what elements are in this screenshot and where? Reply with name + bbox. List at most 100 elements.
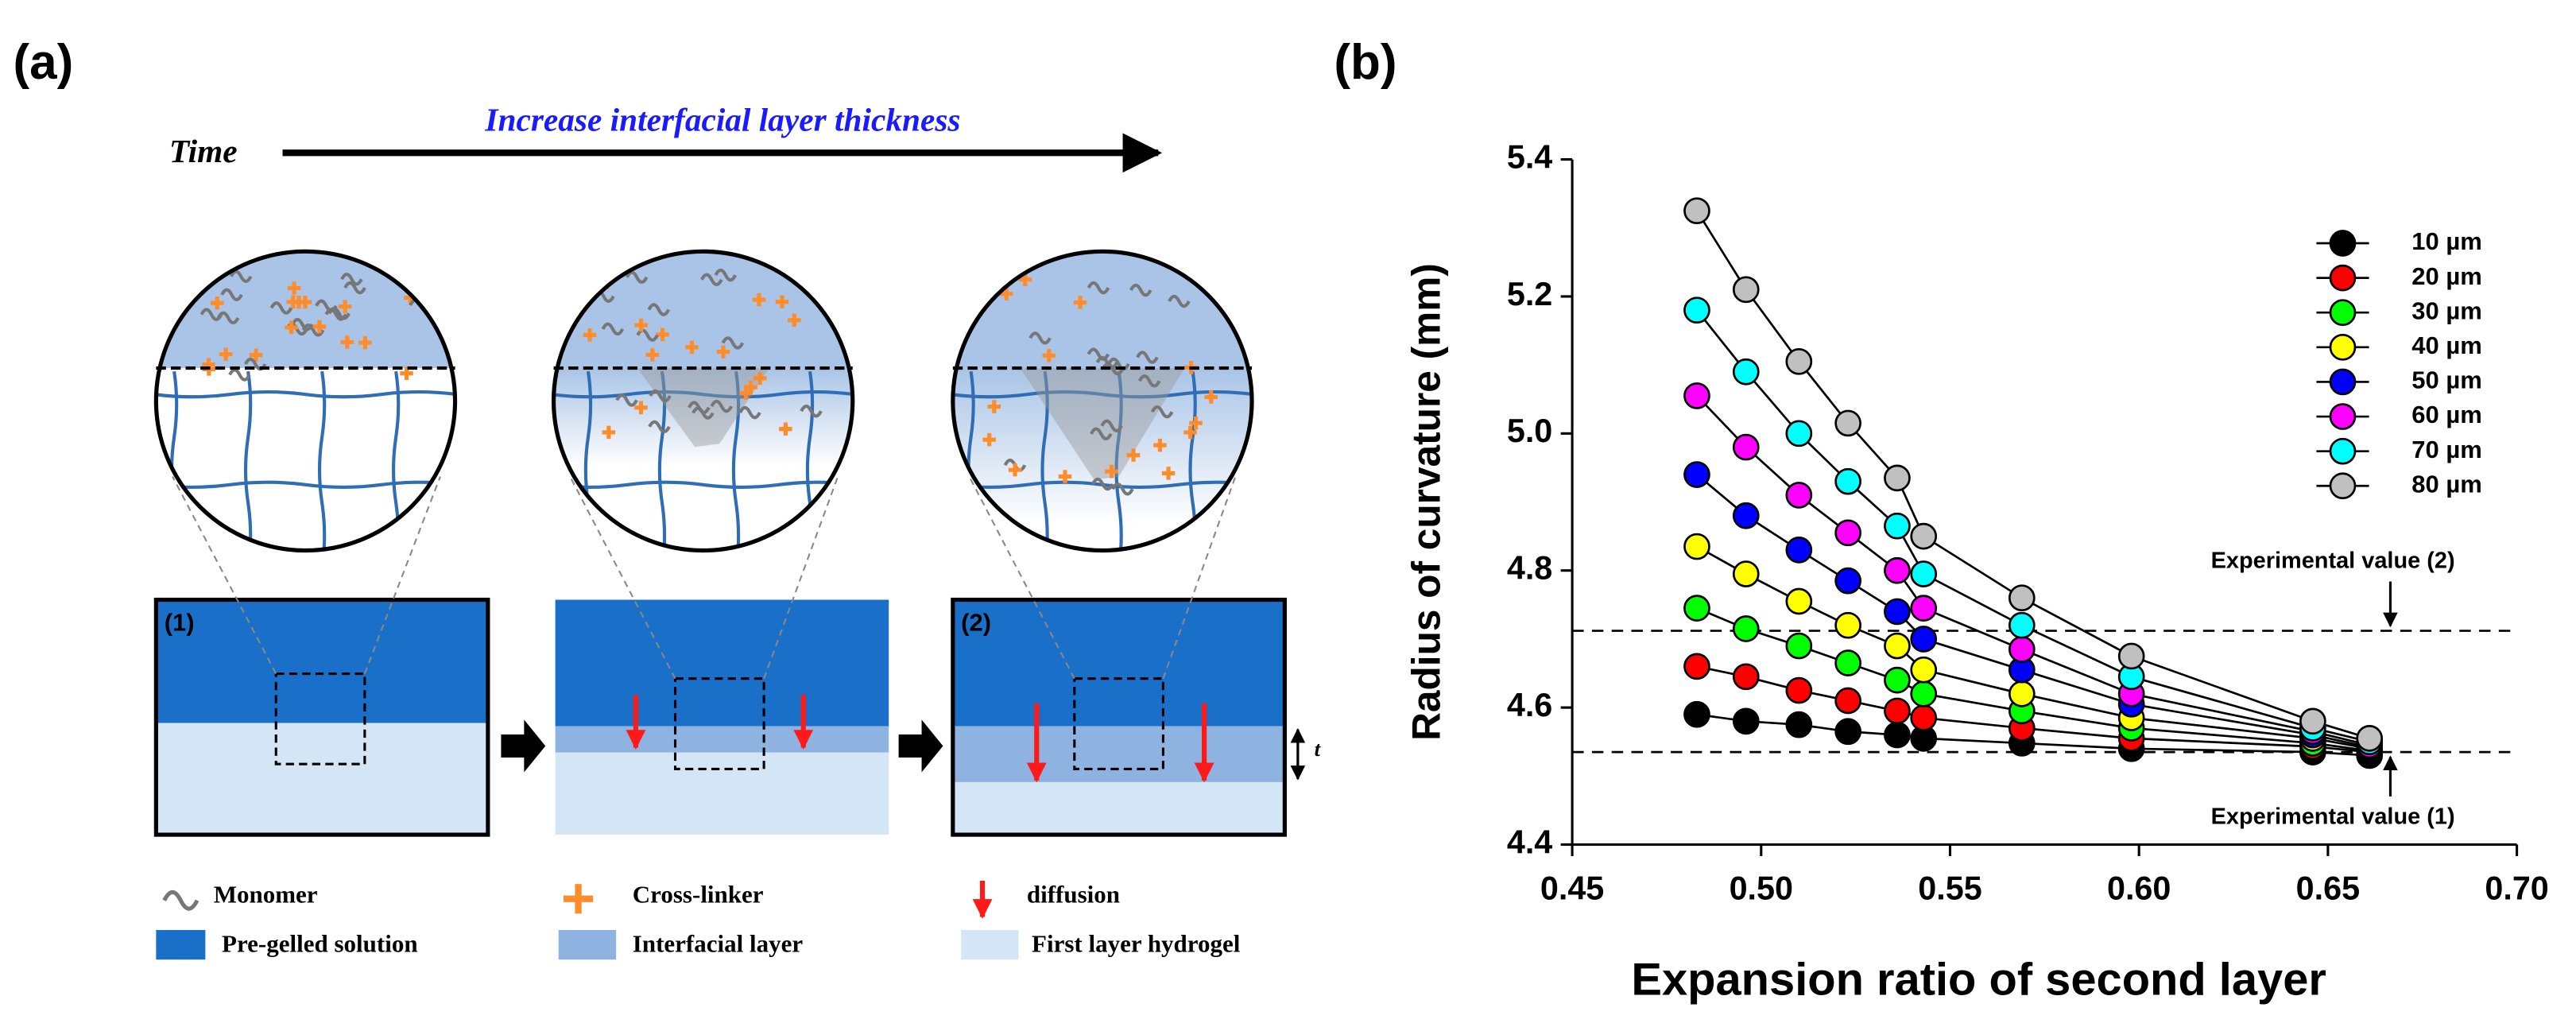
- legend-marker: [2329, 299, 2357, 327]
- legend-marker: [2329, 230, 2357, 257]
- circle-outline: [551, 249, 855, 553]
- point: [2008, 635, 2036, 663]
- legend-label: 10 µm: [2411, 227, 2482, 255]
- point: [2356, 725, 2384, 752]
- point: [1834, 409, 1861, 437]
- crosslinker: [292, 295, 306, 309]
- interfacial: [952, 726, 1285, 782]
- step-arrow: [501, 719, 546, 773]
- legend-text: Interfacial layer: [633, 930, 804, 958]
- monomer: [343, 281, 366, 295]
- monomer: [1028, 331, 1052, 345]
- crosslinker: [312, 320, 327, 334]
- monomer: [625, 270, 649, 284]
- point: [1732, 276, 1760, 304]
- point: [1785, 711, 1813, 738]
- point: [1785, 632, 1813, 660]
- monomer: [649, 389, 672, 403]
- point: [1732, 663, 1760, 691]
- stage-label: (1): [165, 609, 195, 637]
- thickness-label: t: [1315, 737, 1322, 761]
- monomer: [1137, 374, 1161, 388]
- legend-text: Monomer: [214, 881, 318, 909]
- reference-label: Experimental value (1): [2211, 804, 2455, 829]
- monomer: [327, 307, 351, 320]
- legend-label: 60 µm: [2411, 401, 2482, 428]
- point: [2008, 680, 2036, 707]
- step-arrow: [898, 719, 943, 773]
- point: [1732, 707, 1760, 735]
- point: [1834, 649, 1861, 676]
- point: [1884, 464, 1911, 492]
- network: [657, 370, 667, 551]
- zoom-circle: [553, 251, 853, 551]
- first-layer: [555, 752, 889, 835]
- y-tick-label: 5.2: [1507, 276, 1552, 312]
- crosslinker: [1161, 467, 1176, 480]
- monomer: [1136, 351, 1159, 364]
- network: [1040, 370, 1049, 551]
- monomer: [269, 301, 293, 315]
- interfacial: [555, 726, 889, 753]
- swatch: [156, 929, 206, 960]
- point: [1732, 560, 1760, 587]
- legend-text: First layer hydrogel: [1032, 930, 1241, 958]
- crosslinker: [285, 320, 298, 335]
- crosslinker: [744, 380, 757, 394]
- monomer: [1100, 419, 1123, 432]
- crosslinker: [1204, 390, 1218, 404]
- y-tick-label: 4.4: [1507, 824, 1552, 860]
- network: [243, 370, 253, 551]
- crosslinker: [338, 300, 352, 313]
- point: [1884, 632, 1911, 660]
- y-tick-label: 4.6: [1507, 687, 1552, 723]
- legend-text: Cross-linker: [633, 881, 764, 909]
- box: [153, 597, 490, 837]
- panel-b: 4.4 4.6 4.8 5.0 5.2 5.4 0.45 0.50 0.55 0.60 0.65 0.…: [1404, 138, 2548, 1005]
- point: [1683, 533, 1710, 560]
- legend-marker: [2329, 437, 2357, 465]
- legend-label: 30 µm: [2411, 296, 2482, 324]
- crosslinker-icon: [563, 884, 594, 914]
- x-tick-label: 0.60: [2107, 870, 2171, 906]
- first-layer: [952, 781, 1285, 835]
- crosslinker: [634, 401, 648, 415]
- depletion: [637, 368, 769, 448]
- point: [1785, 482, 1813, 509]
- panel-label: (a): [14, 35, 74, 90]
- point: [1910, 704, 1938, 731]
- monomer: [601, 322, 625, 336]
- monomer: [1129, 283, 1152, 297]
- circle-outline: [153, 249, 458, 553]
- crosslinker: [982, 432, 996, 447]
- legend-marker: [2329, 403, 2357, 430]
- crosslinker: [219, 347, 233, 361]
- crosslinker: [602, 425, 616, 440]
- x-tick-label: 0.70: [2485, 870, 2548, 906]
- monomer: [291, 317, 314, 331]
- point: [1910, 522, 1938, 550]
- network: [317, 370, 327, 551]
- point: [1834, 519, 1861, 547]
- point: [1683, 700, 1710, 728]
- network: [952, 389, 1253, 399]
- point: [1910, 560, 1938, 587]
- crosslinker: [788, 313, 801, 327]
- legend-label: 70 µm: [2411, 436, 2482, 463]
- monomer: [738, 405, 761, 420]
- point: [1884, 721, 1911, 749]
- crosslinker: [1073, 296, 1087, 309]
- crosslinker: [645, 348, 660, 362]
- network: [731, 370, 741, 551]
- monomer: [800, 404, 823, 418]
- monomer: [615, 393, 638, 407]
- point: [1834, 467, 1861, 495]
- y-tick-label: 5.0: [1507, 413, 1552, 449]
- monomer: [648, 420, 671, 434]
- legend-label: 40 µm: [2411, 331, 2482, 359]
- network: [156, 480, 455, 489]
- legend-marker: [2329, 472, 2357, 500]
- crosslinker: [1008, 463, 1022, 477]
- network: [467, 371, 472, 568]
- crosslinker: [987, 400, 1001, 413]
